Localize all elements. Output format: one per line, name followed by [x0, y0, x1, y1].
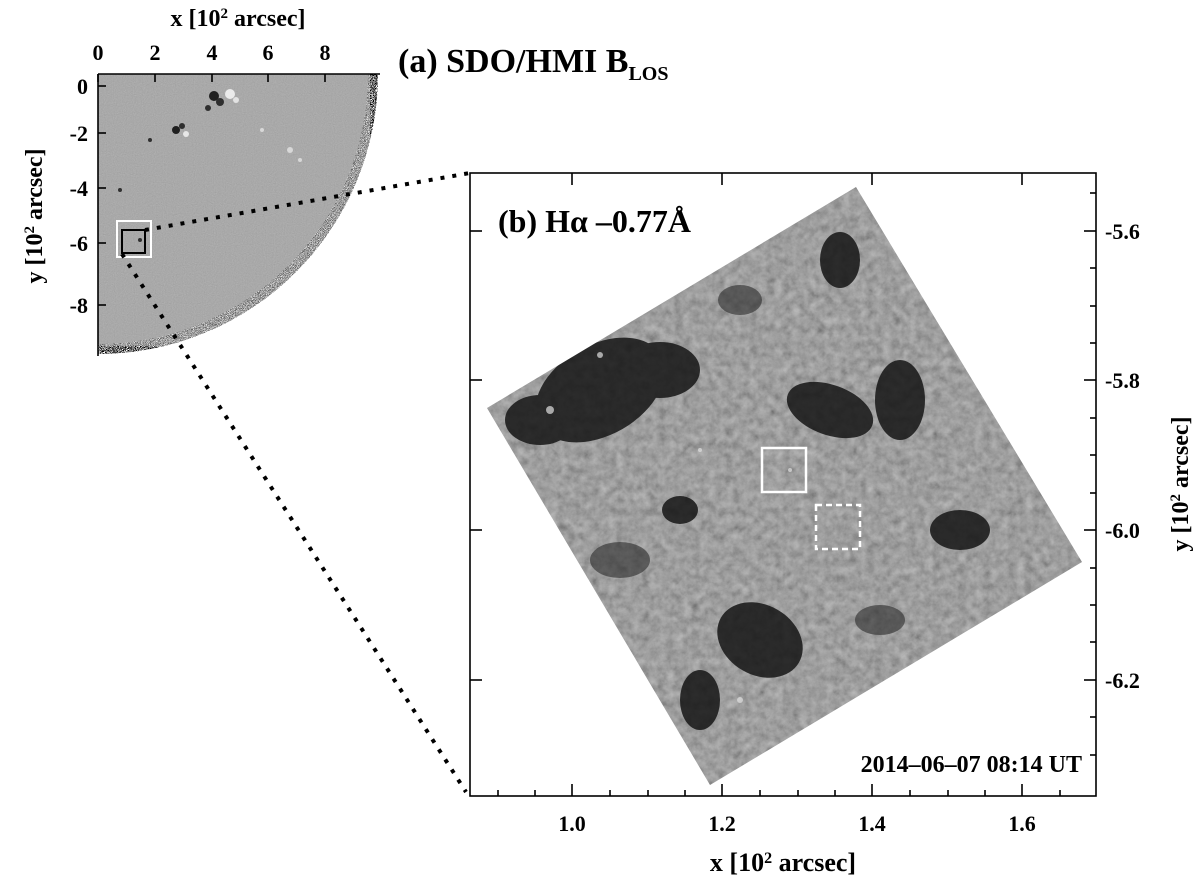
panel-b-x-tick-label: 1.6: [1008, 811, 1036, 836]
panel-b-x-ticks: 1.0 1.2 1.4 1.6: [497, 173, 1061, 836]
panel-a-y-tick-label: -2: [70, 121, 88, 146]
panel-b-x-axis-label: x [102 arcsec]: [710, 848, 856, 877]
panel-a-title: (a) SDO/HMI BLOS: [398, 43, 668, 85]
panel-a-y-tick-label: -6: [70, 231, 88, 256]
panel-a-y-tick-label: -8: [70, 293, 88, 318]
panel-a-y-axis-label: y [102 arcsec]: [22, 148, 48, 283]
panel-b-x-tick-label: 1.4: [858, 811, 886, 836]
panel-a-x-tick-label: 8: [320, 40, 331, 65]
panel-b-x-tick-label: 1.2: [708, 811, 736, 836]
panel-a-y-tick-label: -4: [70, 176, 88, 201]
panel-b: 1.0 1.2 1.4 1.6 -5.6: [469, 172, 1194, 877]
panel-b-x-tick-label: 1.0: [558, 811, 586, 836]
context-box-black: [121, 229, 146, 254]
panel-a-x-axis-label: x [102 arcsec]: [170, 6, 305, 32]
panel-b-y-tick-label: -5.8: [1105, 368, 1140, 393]
panel-a-x-ticks: 0 2 4 6 8: [93, 40, 331, 82]
panel-b-y-tick-label: -5.6: [1105, 219, 1140, 244]
panel-a-x-tick-label: 6: [263, 40, 274, 65]
panel-b-y-tick-label: -6.2: [1105, 668, 1140, 693]
panel-b-title: (b) Hα –0.77Å: [498, 203, 691, 239]
magnetogram-image: [98, 74, 378, 354]
panel-a-x-tick-label: 4: [207, 40, 218, 65]
panel-b-y-tick-label: -6.0: [1105, 518, 1140, 543]
panel-b-y-ticks: -5.6 -5.8 -6.0 -6.2: [470, 192, 1140, 756]
panel-b-y-axis-label: y [102 arcsec]: [1168, 416, 1194, 551]
panel-a-x-tick-label: 2: [150, 40, 161, 65]
context-box-white: [116, 220, 152, 258]
region-box-dashed: [814, 503, 862, 551]
panel-a-y-tick-label: 0: [77, 74, 88, 99]
panel-b-timestamp: 2014–06–07 08:14 UT: [861, 752, 1082, 778]
panel-a-x-tick-label: 0: [93, 40, 104, 65]
zoom-line-bottom: [120, 252, 468, 794]
region-box-solid: [760, 446, 808, 494]
panel-a-y-ticks: 0 -2 -4 -6 -8: [70, 74, 106, 318]
